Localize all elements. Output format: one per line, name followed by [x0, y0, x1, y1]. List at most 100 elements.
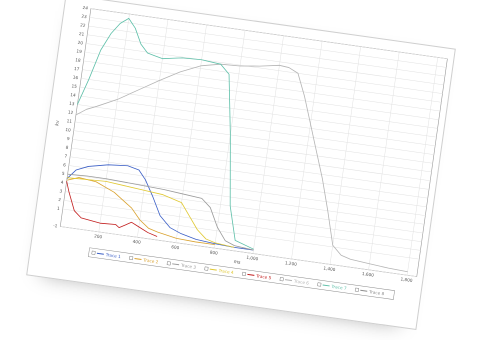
legend-label: Trace 2: [142, 257, 159, 264]
y-gridline: [73, 130, 431, 181]
y-axis-label: kv: [54, 120, 61, 126]
chart-paper: -1 1 2 3 4 5 6 7 8 9 10 11 12 13 14 15 16 17 18 19 20 21 22 23 2…: [26, 0, 456, 331]
y-tick-label: 5: [62, 171, 66, 176]
legend-checkbox[interactable]: [91, 250, 96, 255]
x-tick-label: 600: [171, 244, 180, 250]
y-tick-label: 6: [63, 162, 67, 167]
legend-swatch: [322, 284, 330, 287]
series-line-5: [66, 181, 158, 237]
y-gridline: [82, 69, 439, 120]
series-line-4: [67, 177, 235, 248]
y-gridline: [62, 208, 420, 260]
legend-label: Trace 5: [255, 273, 272, 280]
plot-area: [59, 8, 448, 277]
y-gridline: [71, 147, 428, 199]
y-gridline: [83, 60, 441, 112]
legend-checkbox[interactable]: [129, 256, 134, 261]
legend-swatch: [96, 252, 104, 255]
legend-label: Trace 3: [180, 263, 197, 270]
y-tick-label: 3: [59, 188, 63, 193]
y-gridline: [77, 104, 434, 155]
series-line-2: [66, 177, 215, 246]
legend-swatch: [247, 273, 255, 276]
x-tick-label: 1,800: [400, 276, 413, 283]
x-gridline: [406, 57, 438, 276]
line-chart: -112345678910111213141516171819202122232…: [53, 5, 448, 300]
y-tick-label: 1: [57, 206, 61, 211]
y-gridline: [65, 191, 422, 242]
y-tick-label: 11: [66, 118, 72, 124]
y-gridline: [85, 43, 443, 94]
y-tick-label: 24: [82, 5, 88, 11]
legend-label: Trace 7: [330, 284, 347, 291]
y-tick-label: 15: [71, 83, 77, 89]
y-gridline: [66, 182, 423, 234]
y-gridline: [72, 139, 430, 190]
x-gridline: [214, 30, 246, 249]
grid-layer: [59, 8, 448, 277]
series-line-7: [77, 17, 254, 250]
x-gridline: [291, 41, 323, 260]
y-gridline: [87, 34, 444, 86]
x-tick-label: 1,200: [285, 260, 298, 267]
x-gridline: [368, 51, 400, 270]
x-tick-label: 200: [94, 233, 103, 239]
y-tick-label: 12: [68, 109, 74, 115]
x-gridline: [137, 19, 169, 238]
series-line-3: [67, 173, 254, 251]
series-line-6: [75, 63, 408, 273]
x-axis-label: ms: [233, 260, 241, 266]
x-tick-label: 1,000: [246, 255, 259, 262]
legend-checkbox[interactable]: [166, 261, 171, 266]
legend-checkbox[interactable]: [242, 271, 247, 276]
y-gridline: [88, 25, 445, 77]
legend-swatch: [134, 258, 142, 260]
y-gridline: [89, 17, 447, 68]
y-tick-label: 19: [76, 48, 82, 54]
y-gridline: [84, 51, 442, 103]
y-tick-label: 17: [74, 66, 80, 72]
y-tick-label: 13: [69, 101, 75, 107]
y-gridline: [74, 121, 432, 173]
y-tick-label: 16: [72, 75, 78, 81]
y-tick-label: 10: [65, 127, 71, 133]
legend-label: Trace 1: [104, 252, 121, 259]
y-tick-label: 23: [81, 14, 87, 20]
legend-swatch: [172, 263, 180, 266]
x-tick-label: 400: [132, 239, 141, 245]
y-tick-label: 7: [64, 153, 68, 158]
x-gridline: [329, 46, 361, 265]
legend-checkbox[interactable]: [279, 277, 284, 282]
legend-swatch: [209, 268, 217, 271]
x-tick-label: 800: [209, 250, 218, 256]
x-gridline: [252, 35, 284, 254]
y-tick-label: 2: [58, 197, 62, 202]
y-gridline: [63, 200, 421, 251]
legend-checkbox[interactable]: [354, 287, 359, 292]
legend-label: Trace 6: [293, 278, 310, 285]
y-gridline: [76, 112, 433, 164]
axes-layer: -112345678910111213141516171819202122232…: [53, 5, 413, 283]
x-gridline: [98, 13, 130, 232]
legend-label: Trace 4: [217, 268, 234, 275]
y-tick-label: 18: [75, 57, 81, 63]
legend: Trace 1 Trace 2 Trace 3 Trace 4 Trace 5 Trace…: [88, 247, 395, 300]
y-gridline: [90, 8, 448, 59]
y-gridline: [70, 156, 427, 208]
y-tick-label: 8: [65, 145, 69, 150]
x-tick-label: 1,600: [362, 271, 375, 278]
y-tick-label: 22: [80, 22, 86, 28]
y-gridline: [60, 226, 417, 277]
legend-swatch: [284, 279, 293, 282]
y-tick-label: 20: [77, 40, 83, 46]
y-gridline: [78, 95, 436, 147]
y-gridline: [68, 165, 426, 216]
legend-checkbox[interactable]: [204, 266, 209, 271]
legend-box: [88, 247, 395, 300]
y-gridline: [79, 86, 437, 138]
legend-label: Trace 8: [368, 289, 385, 296]
x-gridline: [175, 24, 207, 243]
x-tick-label: 1,400: [323, 266, 336, 273]
legend-checkbox[interactable]: [317, 282, 322, 287]
